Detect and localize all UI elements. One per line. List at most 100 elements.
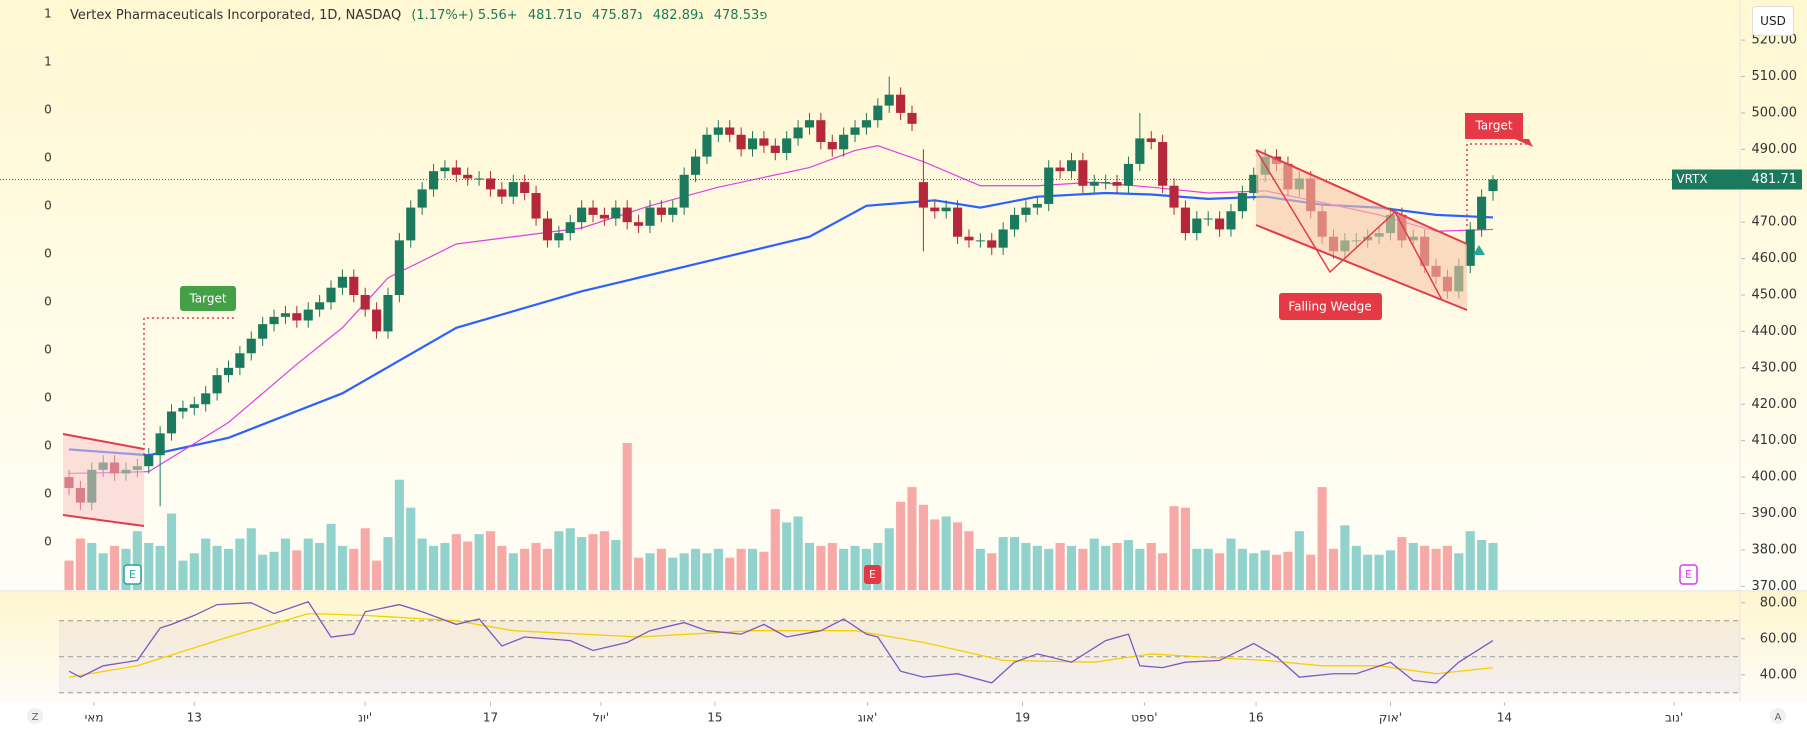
volume-bar (622, 443, 632, 590)
volume-bar (110, 545, 120, 590)
volume-bar (223, 548, 234, 590)
volume-bar (907, 487, 917, 590)
candle-body (599, 214, 609, 219)
volume-bar (611, 540, 621, 590)
volume-bar (599, 531, 609, 590)
candle-body (725, 127, 735, 135)
candle-body (1226, 211, 1236, 230)
volume-bar (816, 545, 826, 590)
corner-button[interactable] (1770, 708, 1786, 724)
volume-bar (1078, 548, 1088, 590)
signal-triangle (1473, 245, 1485, 255)
ohlc-label: פ478.53 (713, 8, 768, 23)
candle-body (417, 189, 427, 208)
volume-bar (1283, 551, 1293, 590)
volume-bar (588, 534, 598, 590)
currency-button[interactable]: USD (1752, 6, 1794, 36)
y-tick-label: 520.00 (1752, 33, 1798, 48)
volume-bar (1180, 507, 1190, 590)
rsi-ma-line (68, 612, 1494, 678)
pattern-box (1279, 293, 1382, 320)
volume-bar (1123, 540, 1134, 590)
volume-bar (360, 528, 370, 590)
left-scale-label: 0 (44, 295, 52, 309)
volume-bar (1055, 542, 1065, 590)
volume-bar (850, 545, 860, 590)
volume-bar (1420, 545, 1430, 590)
volume-bar (645, 553, 655, 590)
left-scale-label: 0 (44, 199, 52, 213)
volume-bar (406, 507, 416, 590)
candle-body (235, 353, 245, 368)
candle-body (770, 145, 780, 153)
y-tick-label: 400.00 (1752, 470, 1798, 485)
left-scale-label: 0 (44, 343, 52, 357)
y-tick-label: 450.00 (1752, 288, 1798, 303)
candle-body (1101, 182, 1111, 184)
volume-bar (178, 560, 188, 590)
x-tick-label: יונ' (358, 711, 372, 725)
candle-body (451, 167, 461, 175)
x-tick-label: 16 (1248, 711, 1263, 725)
candle-body (1180, 207, 1190, 234)
candle-body (223, 367, 234, 376)
left-scale-label: 0 (44, 247, 52, 261)
volume-bar (1101, 545, 1111, 590)
volume-bar (64, 560, 74, 590)
volume-bar (315, 542, 325, 590)
volume-bar (1021, 542, 1031, 590)
candle-body (292, 313, 302, 321)
candle-body (337, 276, 347, 288)
wedge-fill (1256, 150, 1467, 310)
left-scale-label: 0 (44, 439, 52, 453)
x-tick-label: 17 (483, 711, 498, 725)
y-tick-label: 410.00 (1752, 433, 1798, 448)
wedge-zigzag (1255, 149, 1443, 301)
candle-body (372, 309, 382, 332)
volume-bar (451, 534, 461, 590)
target-line (143, 317, 236, 455)
volume-bar (75, 538, 85, 590)
candle-body (816, 120, 826, 143)
candle-body (1021, 207, 1031, 215)
y-tick-label: 440.00 (1752, 324, 1798, 339)
volume-bar (155, 545, 165, 590)
earnings-label: E (869, 568, 876, 581)
candle-body (1066, 160, 1077, 172)
main-pane (0, 0, 1807, 590)
candle-body (645, 207, 655, 226)
volume-bar (770, 509, 780, 590)
x-tick-label: נוב' (1665, 711, 1683, 725)
x-tick-label: 14 (1497, 711, 1512, 725)
left-wedge-fill (63, 434, 144, 526)
candle-body (884, 94, 894, 106)
candle-body (702, 134, 712, 157)
earnings-marker[interactable] (1679, 564, 1698, 585)
volume-bar (417, 538, 427, 590)
y-tick-label: 380.00 (1752, 542, 1798, 557)
x-tick-label: 15 (707, 711, 722, 725)
candle-body (759, 138, 769, 146)
candle-body (668, 207, 678, 215)
change-label: +5.56 (+1.17%) (411, 8, 518, 23)
earnings-marker[interactable] (864, 565, 881, 584)
candle-body (1192, 218, 1202, 234)
earnings-marker[interactable] (123, 564, 142, 585)
candle-body (964, 236, 974, 241)
volume-bar (1226, 538, 1236, 590)
left-wedge-line (62, 433, 145, 450)
candle-body (998, 229, 1008, 248)
x-tick-label: 13 (187, 711, 202, 725)
volume-bar (1203, 548, 1213, 590)
candle-body (793, 127, 803, 139)
y-tick-label: 490.00 (1752, 142, 1798, 157)
corner-button[interactable] (27, 708, 43, 724)
candle-body (1169, 185, 1179, 208)
volume-bar (1271, 554, 1282, 590)
volume-bar (132, 531, 142, 590)
volume-bar (918, 504, 928, 590)
wedge-line (1255, 224, 1468, 311)
candle-body (508, 182, 518, 197)
